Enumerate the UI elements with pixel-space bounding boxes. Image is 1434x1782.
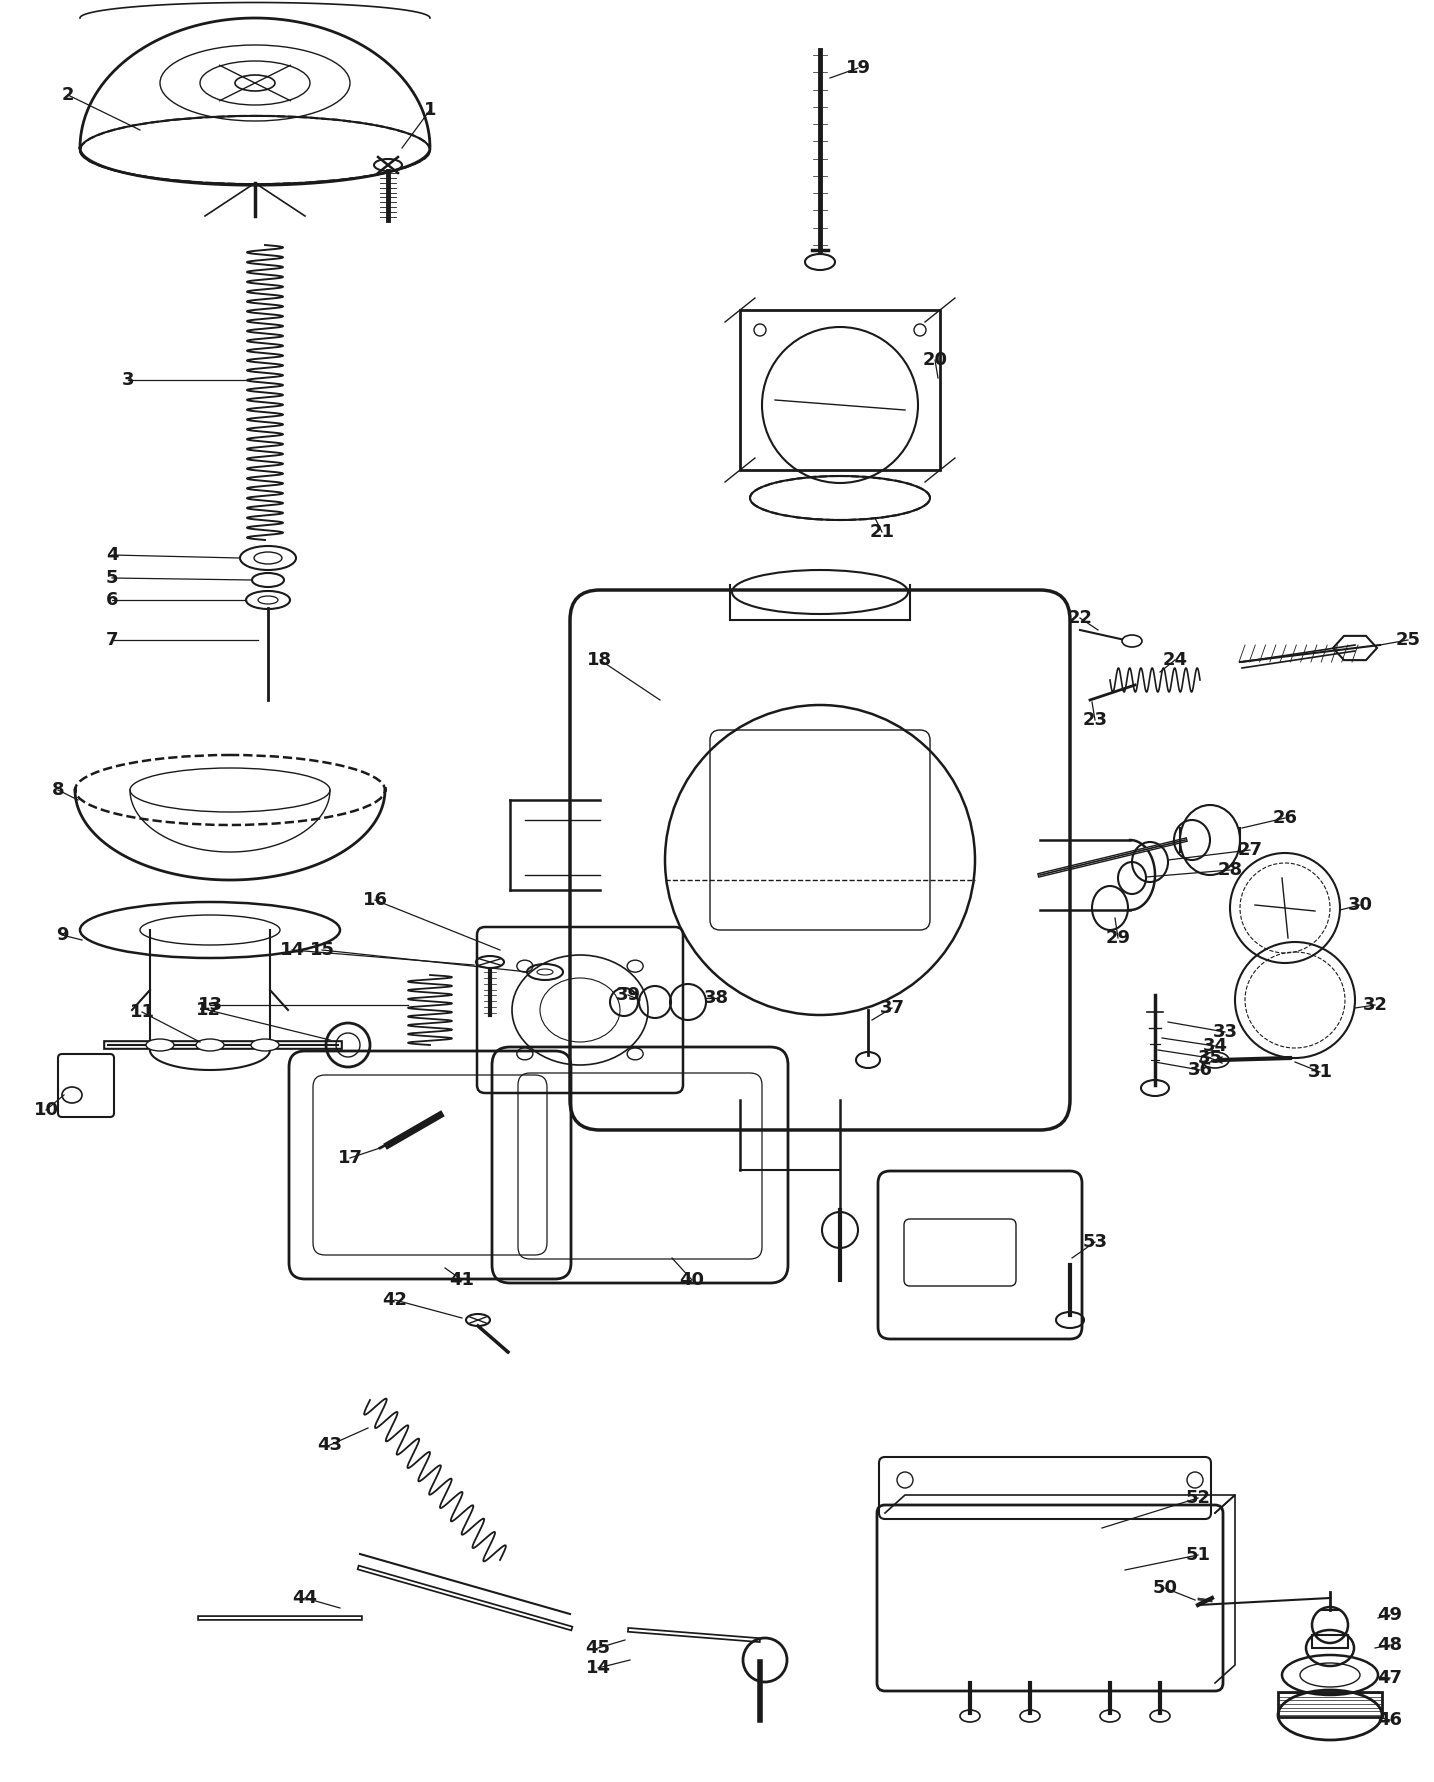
Text: 50: 50: [1153, 1579, 1177, 1597]
Text: 11: 11: [129, 1003, 155, 1021]
Text: 10: 10: [33, 1101, 59, 1119]
Text: 15: 15: [310, 941, 334, 959]
Text: 4: 4: [106, 545, 118, 563]
Text: 34: 34: [1203, 1037, 1228, 1055]
Text: 31: 31: [1308, 1064, 1332, 1082]
Text: 44: 44: [293, 1590, 317, 1607]
Text: 30: 30: [1348, 896, 1372, 914]
Text: 27: 27: [1238, 841, 1262, 859]
Text: 46: 46: [1378, 1711, 1402, 1729]
Text: 37: 37: [879, 1000, 905, 1018]
Text: 45: 45: [585, 1639, 611, 1657]
Text: 5: 5: [106, 568, 118, 586]
Text: 43: 43: [317, 1436, 343, 1454]
Text: 25: 25: [1395, 631, 1421, 649]
Text: 47: 47: [1378, 1670, 1402, 1688]
Text: 20: 20: [922, 351, 948, 369]
Text: 52: 52: [1186, 1490, 1210, 1508]
Text: 36: 36: [1187, 1060, 1213, 1078]
Text: 16: 16: [363, 891, 387, 909]
Text: 35: 35: [1197, 1050, 1223, 1067]
Text: 42: 42: [383, 1290, 407, 1310]
Text: 7: 7: [106, 631, 118, 649]
Text: 19: 19: [846, 59, 870, 77]
Text: 14: 14: [585, 1659, 611, 1677]
Text: 32: 32: [1362, 996, 1388, 1014]
Text: 21: 21: [869, 522, 895, 542]
Text: 33: 33: [1213, 1023, 1238, 1041]
Text: 26: 26: [1272, 809, 1298, 827]
Text: 2: 2: [62, 86, 75, 103]
Ellipse shape: [146, 1039, 174, 1051]
Ellipse shape: [251, 1039, 280, 1051]
Ellipse shape: [1121, 634, 1141, 647]
Text: 24: 24: [1163, 650, 1187, 668]
Bar: [740, 310, 941, 470]
Text: 3: 3: [122, 371, 135, 388]
Text: 23: 23: [1083, 711, 1107, 729]
Text: 1: 1: [424, 102, 436, 119]
Text: 51: 51: [1186, 1547, 1210, 1565]
Text: 22: 22: [1067, 609, 1093, 627]
Text: 40: 40: [680, 1271, 704, 1288]
Text: 14: 14: [280, 941, 304, 959]
Text: 6: 6: [106, 592, 118, 609]
Text: 13: 13: [198, 996, 222, 1014]
Text: 29: 29: [1106, 928, 1130, 946]
Text: 17: 17: [337, 1149, 363, 1167]
Text: 18: 18: [588, 650, 612, 668]
Text: 39: 39: [615, 985, 641, 1003]
Text: 8: 8: [52, 781, 65, 798]
Text: 28: 28: [1217, 861, 1243, 879]
Text: 49: 49: [1378, 1606, 1402, 1623]
Text: 41: 41: [449, 1271, 475, 1288]
Ellipse shape: [196, 1039, 224, 1051]
Text: 12: 12: [195, 1001, 221, 1019]
Text: 48: 48: [1378, 1636, 1402, 1654]
Text: 38: 38: [704, 989, 728, 1007]
Text: 53: 53: [1083, 1233, 1107, 1251]
Text: 9: 9: [56, 927, 69, 944]
